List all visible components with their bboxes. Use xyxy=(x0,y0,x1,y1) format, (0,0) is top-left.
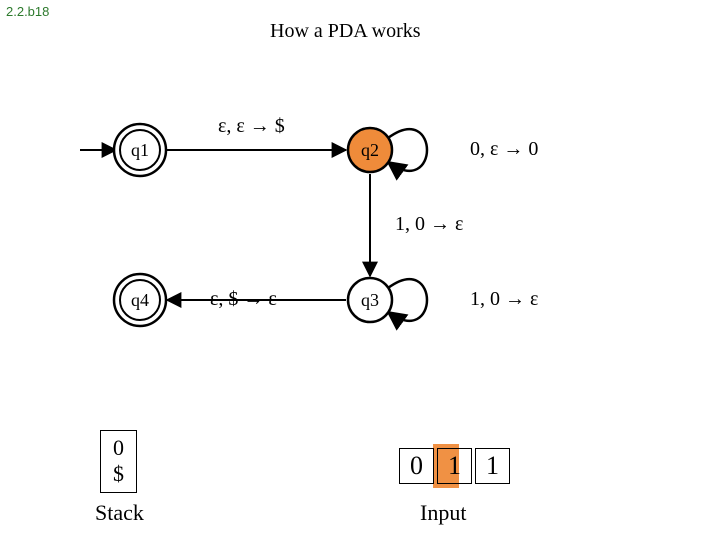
label-q2-loop: 0, ε → 0 xyxy=(470,138,538,161)
stack-cell: 0 xyxy=(113,435,124,461)
edge-q3-loop xyxy=(388,279,427,321)
input-cell: 0 xyxy=(399,448,434,484)
edge-q2-loop xyxy=(388,129,427,171)
stack-label: Stack xyxy=(95,500,144,526)
label-q2-q3: 1, 0 → ε xyxy=(395,213,463,236)
label-q1-q2: ε, ε → $ xyxy=(218,115,285,138)
input-tape: 0 1 1 xyxy=(400,448,510,484)
state-q3-label: q3 xyxy=(361,290,379,310)
input-cell: 1 xyxy=(475,448,510,484)
state-q1-label: q1 xyxy=(131,140,149,160)
state-q4-label: q4 xyxy=(131,290,149,310)
stack-cell: $ xyxy=(113,461,124,487)
stack-box: 0 $ xyxy=(100,430,137,493)
input-label: Input xyxy=(420,500,466,526)
state-q2-label: q2 xyxy=(361,140,379,160)
label-q3-loop: 1, 0 → ε xyxy=(470,288,538,311)
label-q3-q4: ε, $ → ε xyxy=(210,288,277,311)
input-cell: 1 xyxy=(437,448,472,484)
